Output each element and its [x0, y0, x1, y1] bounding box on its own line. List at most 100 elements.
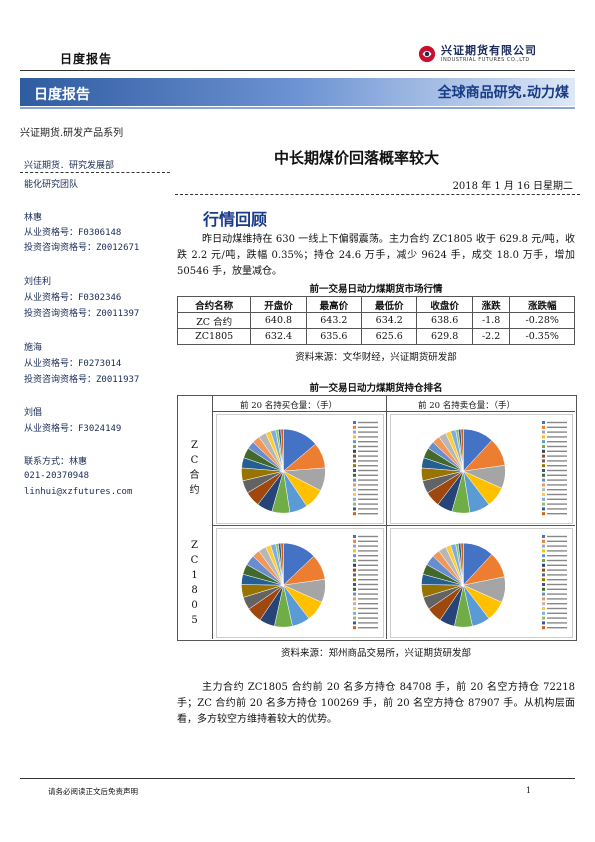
- row-label-char: 0: [191, 600, 198, 611]
- table-header: 最低价: [361, 296, 418, 313]
- legend-swatch: [353, 478, 356, 482]
- legend-entry: [547, 465, 567, 467]
- legend-entry: [358, 617, 378, 619]
- quote-table: 合约名称 开盘价 最高价 最低价 收盘价 涨跌 涨跌幅 ZC 合约 640.8 …: [176, 296, 575, 345]
- position-table-source: 资料来源：郑州商品交易所，兴证期货研发部: [280, 648, 471, 659]
- pie-slice: [460, 542, 464, 586]
- legend-swatch: [542, 502, 545, 506]
- legend-entry: [358, 603, 378, 605]
- legend-entry: [358, 627, 378, 629]
- legend-swatch: [353, 554, 356, 558]
- legend-entry: [547, 421, 567, 424]
- legend-swatch: [353, 464, 356, 468]
- legend-swatch: [542, 464, 545, 468]
- legend-entry: [358, 579, 378, 581]
- legend-entry: [547, 436, 567, 438]
- legend-entry: [358, 588, 378, 590]
- legend-entry: [547, 555, 567, 557]
- row-label-char: C: [190, 455, 199, 466]
- analyst-name: 施海: [24, 343, 43, 353]
- band-subject: 全球商品研究.动力煤: [437, 85, 569, 101]
- pie-slice: [280, 542, 284, 586]
- legend-swatch: [542, 587, 545, 591]
- contact-email[interactable]: linhui@xzfutures.com: [24, 487, 133, 497]
- legend-swatch: [353, 507, 356, 511]
- analyst-advisory-license: 投资咨询资格号：Z0011937: [24, 375, 140, 385]
- legend-entry: [547, 622, 567, 624]
- analyst-name: 刘佳利: [24, 277, 52, 287]
- legend-entry: [358, 559, 378, 562]
- legend-swatch: [542, 440, 545, 444]
- legend-entry: [358, 540, 378, 542]
- legend-swatch: [542, 621, 545, 625]
- legend-swatch: [353, 607, 356, 610]
- legend-swatch: [353, 592, 356, 596]
- table-cell: -2.2: [471, 328, 511, 345]
- pie-chart-panel: [216, 528, 384, 638]
- legend-entry: [547, 588, 567, 590]
- table-row: ZC1805 632.4 635.6 625.6 629.8 -2.2 -0.3…: [176, 328, 575, 345]
- date-divider: [175, 194, 580, 195]
- legend-swatch: [353, 430, 356, 434]
- legend-swatch: [542, 611, 545, 615]
- table-cell: ZC1805: [176, 328, 252, 345]
- company-name-en: INDUSTRIAL FUTURES CO.,LTD: [441, 57, 530, 63]
- company-logo-icon: [418, 45, 436, 63]
- legend-entry: [358, 493, 378, 496]
- quote-table-source: 资料来源：文华财经，兴证期货研发部: [295, 352, 457, 363]
- band-report-type: 日度报告: [34, 87, 90, 103]
- legend-entry: [547, 431, 567, 433]
- legend-entry: [547, 484, 567, 486]
- legend-entry: [358, 583, 378, 586]
- table-cell: -0.28%: [509, 312, 575, 329]
- legend-entry: [358, 574, 378, 576]
- legend-swatch: [353, 621, 356, 625]
- legend-swatch: [542, 597, 545, 601]
- legend-entry: [547, 460, 567, 462]
- pie-chart-zc-short: [421, 421, 567, 516]
- article-title: 中长期煤价回落概率较大: [274, 149, 440, 167]
- band-underline: [20, 107, 575, 109]
- table-header: 开盘价: [250, 296, 307, 313]
- legend-swatch: [542, 602, 545, 606]
- table-cell: -1.8: [471, 312, 511, 329]
- table-cell: ZC 合约: [176, 312, 252, 329]
- legend-swatch: [353, 459, 356, 463]
- legend-entry: [547, 574, 567, 576]
- legend-entry: [547, 603, 567, 605]
- legend-swatch: [353, 578, 356, 582]
- legend-entry: [358, 441, 378, 443]
- legend-swatch: [542, 512, 545, 516]
- legend-swatch: [353, 483, 356, 487]
- legend-swatch: [353, 449, 356, 453]
- legend-entry: [547, 426, 567, 428]
- table-header: 涨跌幅: [509, 296, 575, 313]
- table-cell: 640.8: [250, 312, 307, 329]
- legend-swatch: [542, 430, 545, 434]
- table-cell: 635.6: [305, 328, 363, 345]
- legend-entry: [547, 441, 567, 443]
- report-date: 2018 年 1 月 16 日星期二: [452, 181, 573, 192]
- legend-swatch: [542, 549, 545, 553]
- section-title: 行情回顾: [203, 210, 268, 229]
- legend-entry: [358, 469, 378, 472]
- legend-swatch: [542, 473, 545, 477]
- legend-swatch: [353, 611, 356, 615]
- legend-entry: [358, 474, 378, 476]
- legend-entry: [358, 569, 378, 571]
- product-series: 兴证期货.研发产品系列: [20, 128, 124, 139]
- legend-entry: [547, 540, 567, 542]
- legend-swatch: [353, 445, 356, 448]
- legend-swatch: [542, 583, 545, 586]
- pie-slice: [280, 428, 284, 472]
- table-row: ZC 合约 640.8 643.2 634.2 638.6 -1.8 -0.28…: [176, 312, 575, 329]
- header-divider: [20, 70, 575, 71]
- legend-swatch: [542, 449, 545, 453]
- legend-swatch: [542, 544, 545, 548]
- legend-entry: [358, 465, 378, 467]
- legend-entry: [358, 612, 378, 614]
- legend-entry: [547, 503, 567, 505]
- legend-entry: [358, 479, 378, 481]
- legend-entry: [358, 431, 378, 433]
- legend-entry: [547, 508, 567, 510]
